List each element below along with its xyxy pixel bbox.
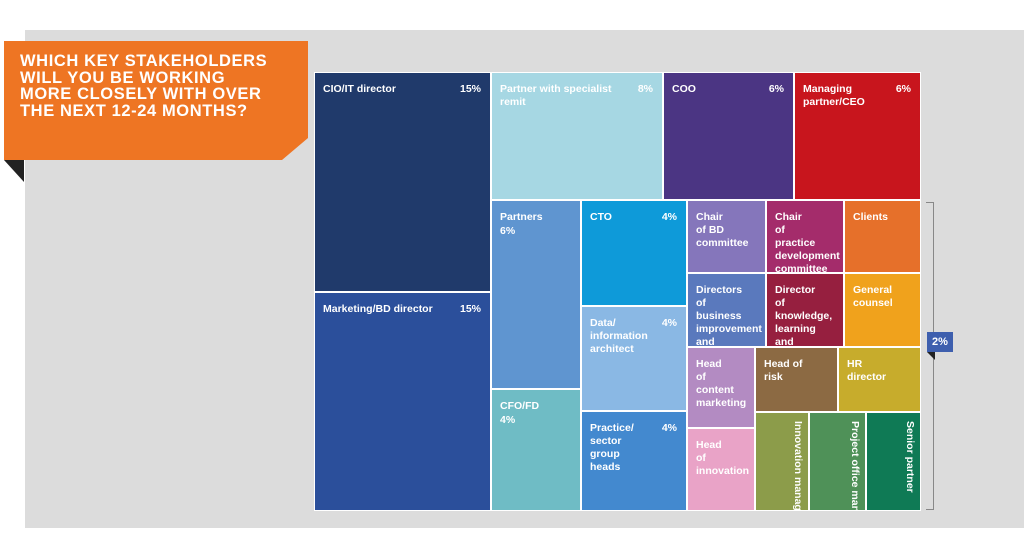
treemap-tile: Innovation manager bbox=[755, 412, 809, 511]
treemap-tile: Marketing/BD director 15% bbox=[314, 292, 491, 511]
tile-label: CTO bbox=[590, 211, 612, 223]
treemap-tile: Head of content marketing bbox=[687, 347, 755, 428]
treemap-tile: Managing partner/CEO 6% bbox=[794, 72, 921, 200]
treemap-tile: Directors of business improvement and ch… bbox=[687, 273, 766, 347]
bracket-label-fold bbox=[927, 352, 935, 360]
tile-value-label: 4% bbox=[661, 422, 677, 434]
banner-notch bbox=[282, 138, 308, 160]
tile-value-label: 15% bbox=[459, 83, 481, 95]
tile-label: Marketing/BD director bbox=[323, 303, 433, 315]
question-line: MORE CLOSELY WITH OVER bbox=[20, 85, 262, 103]
treemap-tile: Data/ information architect 4% bbox=[581, 306, 687, 411]
tile-value-label: 4% bbox=[500, 414, 516, 426]
tile-label: Partners 6% bbox=[500, 211, 574, 238]
tile-label: Practice/ sector group heads bbox=[590, 422, 634, 473]
tile-label: Head of innovation bbox=[696, 439, 750, 477]
tile-label: Innovation manager bbox=[792, 421, 804, 511]
tile-value-label: 6% bbox=[768, 83, 784, 95]
tile-label: General counsel bbox=[853, 284, 893, 309]
treemap-tile: Partner with specialist remit 8% bbox=[491, 72, 663, 200]
treemap-tile: Partners 6% bbox=[491, 200, 581, 389]
tile-label: Partner with specialist remit bbox=[500, 83, 612, 108]
tile-value-label: 8% bbox=[637, 83, 653, 95]
bracket-label: 2% bbox=[927, 332, 953, 352]
treemap-tile: COO 6% bbox=[663, 72, 794, 200]
tile-label: Project office manager bbox=[849, 421, 861, 511]
tile-label: CFO/FD 4% bbox=[500, 400, 574, 427]
tile-value-label: 15% bbox=[459, 303, 481, 315]
tile-value-label: 4% bbox=[661, 211, 677, 223]
treemap-tile: Senior partner bbox=[866, 412, 921, 511]
question-banner: WHICH KEY STAKEHOLDERS WILL YOU BE WORKI… bbox=[4, 41, 308, 160]
treemap-tile: Chair of BD committee bbox=[687, 200, 766, 273]
treemap-tile: General counsel bbox=[844, 273, 921, 347]
question-line: WHICH KEY STAKEHOLDERS bbox=[20, 52, 268, 70]
tile-label: Director of knowledge, learning and deve… bbox=[775, 284, 833, 347]
tile-value-label: 6% bbox=[895, 83, 911, 95]
tile-label: Chair of BD committee bbox=[696, 211, 749, 249]
tile-label: HR director bbox=[847, 358, 887, 383]
treemap-tile: HR director bbox=[838, 347, 921, 412]
tile-label: Directors of business improvement and ch… bbox=[696, 284, 762, 347]
treemap-tile: Project office manager bbox=[809, 412, 866, 511]
question-line: WILL YOU BE WORKING bbox=[20, 68, 226, 87]
treemap-tile: Director of knowledge, learning and deve… bbox=[766, 273, 844, 347]
treemap-tile: Clients bbox=[844, 200, 921, 273]
tile-value-label: 4% bbox=[661, 317, 677, 329]
treemap-tile: CIO/IT director 15% bbox=[314, 72, 491, 292]
banner-fold bbox=[4, 160, 24, 182]
treemap-tile: Practice/ sector group heads 4% bbox=[581, 411, 687, 511]
tile-label: Senior partner bbox=[904, 421, 916, 493]
treemap-tile: CFO/FD 4% bbox=[491, 389, 581, 511]
tile-label: CIO/IT director bbox=[323, 83, 396, 95]
treemap-tile: Head of innovation bbox=[687, 428, 755, 511]
tile-label: Head of risk bbox=[764, 358, 803, 383]
treemap-tile: Chair of practice development committee bbox=[766, 200, 844, 273]
tile-label: Clients bbox=[853, 211, 889, 223]
treemap-tile: Head of risk bbox=[755, 347, 838, 412]
tile-label: Chair of practice development committee bbox=[775, 211, 840, 273]
treemap-tile: CTO 4% bbox=[581, 200, 687, 306]
tile-label: COO bbox=[672, 83, 696, 95]
tile-label: Data/ information architect bbox=[590, 317, 648, 355]
question-line: THE NEXT 12-24 MONTHS? bbox=[20, 101, 248, 120]
tile-label: Managing partner/CEO bbox=[803, 83, 865, 108]
tile-value-label: 6% bbox=[500, 225, 516, 237]
tile-label: Head of content marketing bbox=[696, 358, 747, 409]
